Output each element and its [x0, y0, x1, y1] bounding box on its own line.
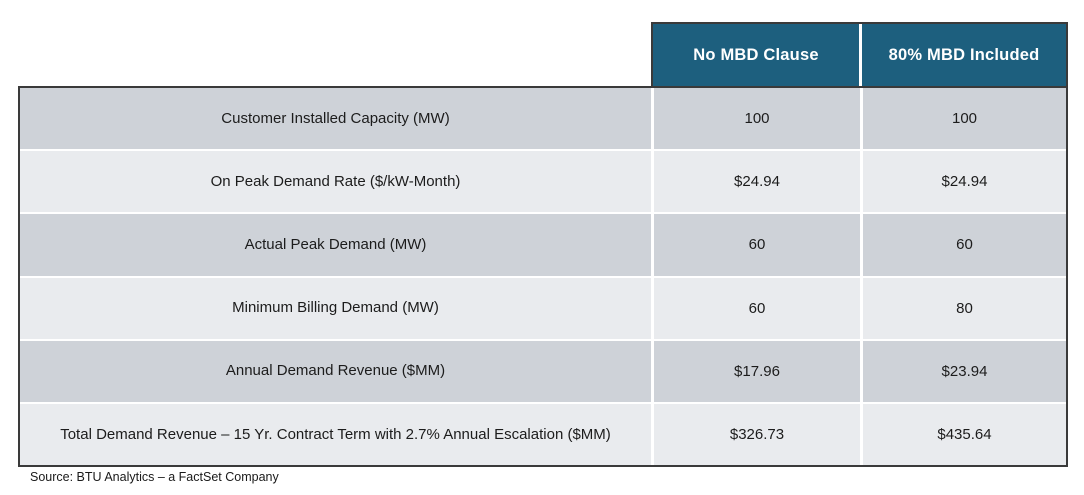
cell-value: 100 [654, 88, 860, 150]
cell-value: $326.73 [654, 403, 860, 465]
cell-value: 60 [654, 214, 860, 276]
cell-value: 60 [654, 277, 860, 339]
row-label: Actual Peak Demand (MW) [20, 214, 651, 276]
cell-value: $435.64 [863, 403, 1066, 465]
source-attribution: Source: BTU Analytics – a FactSet Compan… [30, 470, 279, 484]
header-cell-80-mbd-included: 80% MBD Included [862, 24, 1066, 86]
cell-value: $23.94 [863, 340, 1066, 402]
cell-value: $24.94 [863, 151, 1066, 213]
header-cell-no-mbd-clause: No MBD Clause [653, 24, 859, 86]
table-body: Customer Installed Capacity (MW) 100 100… [18, 86, 1068, 467]
cell-value: $24.94 [654, 151, 860, 213]
row-label: Annual Demand Revenue ($MM) [20, 340, 651, 402]
cell-value: $17.96 [654, 340, 860, 402]
cell-value: 60 [863, 214, 1066, 276]
table-header-row: No MBD Clause 80% MBD Included [651, 22, 1068, 86]
row-label: On Peak Demand Rate ($/kW-Month) [20, 151, 651, 213]
row-label: Customer Installed Capacity (MW) [20, 88, 651, 150]
row-label: Total Demand Revenue – 15 Yr. Contract T… [20, 403, 651, 465]
cell-value: 80 [863, 277, 1066, 339]
row-label: Minimum Billing Demand (MW) [20, 277, 651, 339]
cell-value: 100 [863, 88, 1066, 150]
